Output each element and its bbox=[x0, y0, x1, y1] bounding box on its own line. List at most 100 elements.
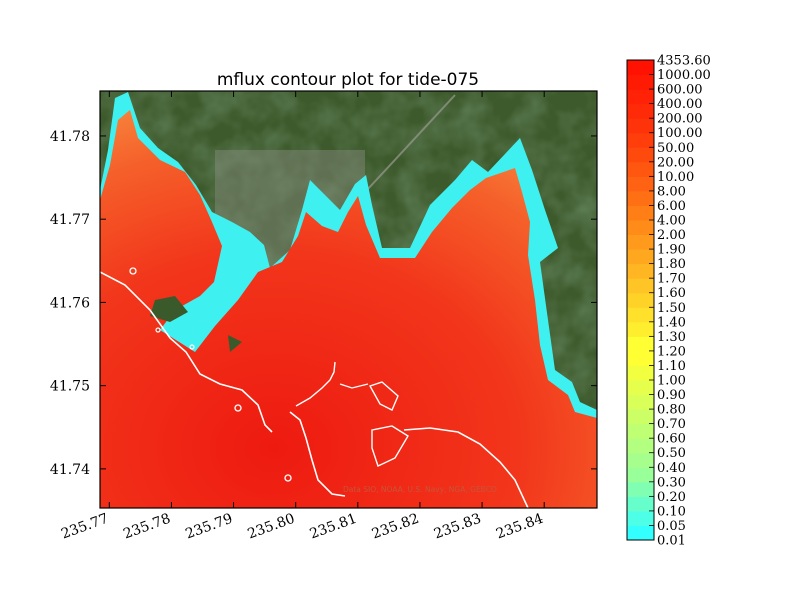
colorbar-label: 600.00 bbox=[657, 83, 703, 98]
shoreline-contour bbox=[289, 411, 346, 497]
colorbar-label: 1.50 bbox=[657, 301, 686, 316]
colorbar-band bbox=[627, 132, 654, 148]
colorbar-label: 1.60 bbox=[657, 286, 686, 301]
colorbar: 0.010.050.100.200.300.400.500.600.700.80… bbox=[626, 54, 711, 549]
x-tick-label: 235.78 bbox=[121, 511, 173, 543]
colorbar-label: 0.30 bbox=[657, 475, 686, 490]
x-tick-label: 235.83 bbox=[432, 511, 484, 543]
colorbar-label: 1.20 bbox=[657, 344, 686, 359]
colorbar-label: 1.80 bbox=[657, 257, 686, 272]
marina-contour bbox=[371, 425, 409, 467]
colorbar-label: 1.10 bbox=[657, 359, 686, 374]
colorbar-label: 0.05 bbox=[657, 519, 686, 534]
y-axis: 41.74 41.75 41.76 41.77 41.78 bbox=[50, 129, 597, 478]
y-tick-label: 41.78 bbox=[50, 129, 90, 145]
colorbar-band bbox=[627, 321, 654, 337]
land-fragment bbox=[150, 296, 188, 322]
colorbar-label: 2.00 bbox=[657, 228, 686, 243]
islet-contour bbox=[155, 327, 161, 333]
y-tick-label: 41.75 bbox=[50, 379, 90, 395]
colorbar-band bbox=[627, 467, 654, 483]
colorbar-band bbox=[627, 249, 654, 265]
colorbar-band bbox=[627, 103, 654, 119]
x-tick-label: 235.82 bbox=[370, 511, 422, 543]
colorbar-band bbox=[627, 394, 654, 410]
colorbar-band bbox=[627, 496, 654, 512]
colorbar-label: 1000.00 bbox=[657, 68, 711, 83]
colorbar-label: 0.50 bbox=[657, 446, 686, 461]
islet-contour bbox=[129, 267, 137, 275]
colorbar-band bbox=[627, 161, 654, 177]
plot-frame bbox=[99, 90, 598, 509]
colorbar-label: 0.10 bbox=[657, 504, 686, 519]
colorbar-label: 1.70 bbox=[657, 272, 686, 287]
colorbar-label: 0.01 bbox=[657, 534, 686, 549]
x-tick-label: 235.79 bbox=[183, 511, 235, 543]
colorbar-band bbox=[627, 380, 654, 396]
colorbar-band bbox=[627, 147, 654, 163]
colorbar-band bbox=[627, 336, 654, 352]
colorbar-label: 0.90 bbox=[657, 388, 686, 403]
colorbar-label: 20.00 bbox=[657, 155, 694, 170]
x-tick-label: 235.84 bbox=[494, 511, 546, 543]
colorbar-label: 400.00 bbox=[657, 97, 703, 112]
colorbar-label: 100.00 bbox=[657, 126, 703, 141]
colorbar-band bbox=[627, 263, 654, 279]
colorbar-band bbox=[627, 278, 654, 294]
x-tick-label: 235.81 bbox=[308, 511, 360, 543]
colorbar-label: 1.00 bbox=[657, 374, 686, 389]
colorbar-band bbox=[627, 481, 654, 497]
colorbar-label: 4353.60 bbox=[657, 54, 711, 69]
colorbar-label: 200.00 bbox=[657, 112, 703, 127]
y-tick-label: 41.74 bbox=[50, 462, 90, 478]
basemap-attribution: Data SIO, NOAA, U.S. Navy, NGA, GEBCO bbox=[343, 485, 497, 494]
colorbar-label: 0.20 bbox=[657, 490, 686, 505]
channel-contour bbox=[339, 383, 369, 389]
breakwater-contour bbox=[368, 381, 399, 411]
colorbar-label: 8.00 bbox=[657, 184, 686, 199]
colorbar-label: 1.90 bbox=[657, 243, 686, 258]
x-tick-label: 235.80 bbox=[246, 511, 298, 543]
colorbar-label: 50.00 bbox=[657, 141, 694, 156]
colorbar-band bbox=[627, 60, 654, 76]
islet-contour bbox=[189, 344, 195, 350]
shoreline-contour bbox=[295, 361, 336, 407]
land-fragment bbox=[228, 335, 242, 352]
colorbar-band bbox=[627, 176, 654, 192]
colorbar-label: 6.00 bbox=[657, 199, 686, 214]
colorbar-band bbox=[627, 423, 654, 439]
x-tick-label: 235.77 bbox=[59, 511, 111, 543]
colorbar-label: 0.40 bbox=[657, 461, 686, 476]
colorbar-band bbox=[627, 510, 654, 526]
colorbar-frame bbox=[626, 59, 655, 541]
colorbar-band bbox=[627, 438, 654, 454]
colorbar-label: 4.00 bbox=[657, 214, 686, 229]
colorbar-label: 1.40 bbox=[657, 315, 686, 330]
colorbar-band bbox=[627, 307, 654, 323]
colorbar-label: 0.60 bbox=[657, 432, 686, 447]
colorbar-band bbox=[627, 350, 654, 366]
colorbar-label: 1.30 bbox=[657, 330, 686, 345]
colorbar-band bbox=[627, 89, 654, 105]
islet-contour bbox=[284, 474, 292, 482]
colorbar-band bbox=[627, 118, 654, 134]
colorbar-band bbox=[627, 409, 654, 425]
colorbar-label: 0.80 bbox=[657, 403, 686, 418]
colorbar-band bbox=[627, 220, 654, 236]
plot-area: Data SIO, NOAA, U.S. Navy, NGA, GEBCO bbox=[100, 91, 597, 508]
chart-title: mflux contour plot for tide-075 bbox=[217, 70, 479, 90]
y-tick-label: 41.77 bbox=[50, 212, 90, 228]
colorbar-band bbox=[627, 365, 654, 381]
y-tick-label: 41.76 bbox=[50, 295, 90, 311]
colorbar-band bbox=[627, 525, 654, 541]
colorbar-band bbox=[627, 234, 654, 250]
shoreline-contour bbox=[100, 271, 273, 433]
islet-contour bbox=[234, 404, 242, 412]
colorbar-band bbox=[627, 190, 654, 206]
colorbar-band bbox=[627, 452, 654, 468]
colorbar-band bbox=[627, 74, 654, 90]
water-body bbox=[100, 110, 597, 508]
colorbar-label: 0.70 bbox=[657, 417, 686, 432]
colorbar-band bbox=[627, 292, 654, 308]
